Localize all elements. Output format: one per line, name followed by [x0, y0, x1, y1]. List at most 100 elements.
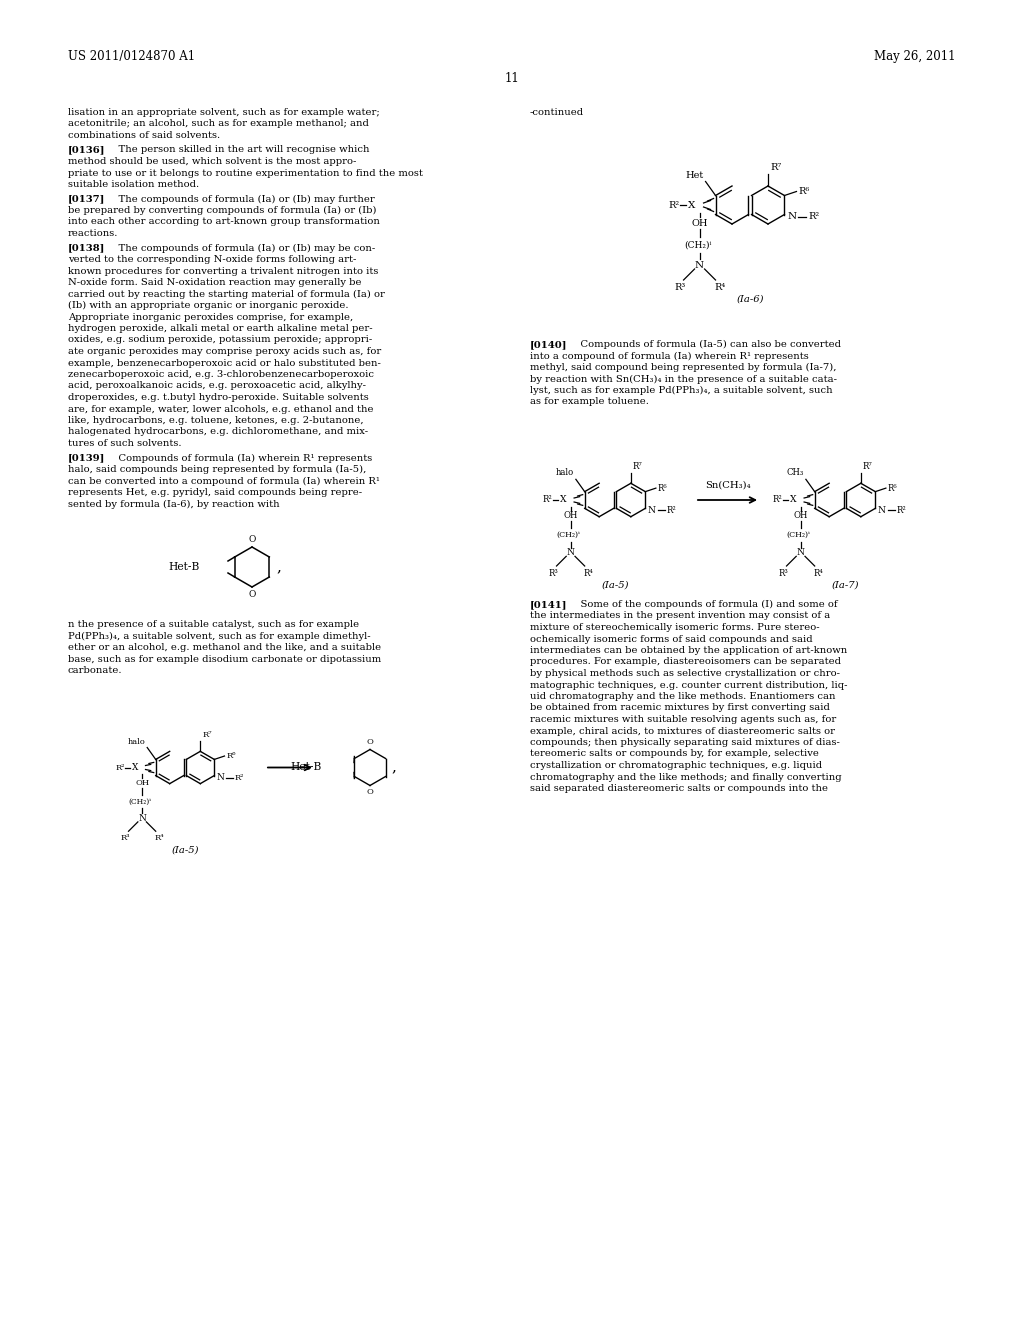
Text: Het-B: Het-B	[291, 763, 322, 772]
Text: The compounds of formula (Ia) or (Ib) may further: The compounds of formula (Ia) or (Ib) ma…	[106, 194, 375, 203]
Text: [0141]: [0141]	[530, 601, 567, 609]
Text: acetonitrile; an alcohol, such as for example methanol; and: acetonitrile; an alcohol, such as for ex…	[68, 120, 369, 128]
Text: example, benzenecarboperoxoic acid or halo substituted ben-: example, benzenecarboperoxoic acid or ha…	[68, 359, 381, 367]
Text: [0138]: [0138]	[68, 243, 105, 252]
Text: R²: R²	[116, 763, 125, 771]
Text: The compounds of formula (Ia) or (Ib) may be con-: The compounds of formula (Ia) or (Ib) ma…	[106, 243, 375, 252]
Text: procedures. For example, diastereoisomers can be separated: procedures. For example, diastereoisomer…	[530, 657, 841, 667]
Text: X: X	[132, 763, 138, 772]
Text: N: N	[566, 548, 574, 557]
Text: R⁴: R⁴	[714, 282, 725, 292]
Text: zenecarboperoxoic acid, e.g. 3-chlorobenzenecarboperoxoic: zenecarboperoxoic acid, e.g. 3-chloroben…	[68, 370, 374, 379]
Text: acid, peroxoalkanoic acids, e.g. peroxoacetic acid, alkylhy-: acid, peroxoalkanoic acids, e.g. peroxoa…	[68, 381, 366, 391]
Text: uid chromatography and the like methods. Enantiomers can: uid chromatography and the like methods.…	[530, 692, 836, 701]
Text: carbonate.: carbonate.	[68, 667, 123, 675]
Text: said separated diastereomeric salts or compounds into the: said separated diastereomeric salts or c…	[530, 784, 828, 793]
Text: (CH₂)ⁱ: (CH₂)ⁱ	[129, 797, 152, 805]
Text: Some of the compounds of formula (I) and some of: Some of the compounds of formula (I) and…	[568, 601, 838, 609]
Text: represents Het, e.g. pyridyl, said compounds being repre-: represents Het, e.g. pyridyl, said compo…	[68, 488, 362, 498]
Text: compounds; then physically separating said mixtures of dias-: compounds; then physically separating sa…	[530, 738, 840, 747]
Text: OH: OH	[135, 779, 150, 787]
Text: R⁷: R⁷	[203, 731, 212, 739]
Text: crystallization or chromatographic techniques, e.g. liquid: crystallization or chromatographic techn…	[530, 762, 822, 770]
Text: method should be used, which solvent is the most appro-: method should be used, which solvent is …	[68, 157, 356, 166]
Text: Het: Het	[685, 170, 703, 180]
Text: OH: OH	[691, 219, 708, 227]
Text: priate to use or it belongs to routine experimentation to find the most: priate to use or it belongs to routine e…	[68, 169, 423, 177]
Text: (Ia-6): (Ia-6)	[736, 294, 764, 304]
Text: Sn(CH₃)₄: Sn(CH₃)₄	[705, 480, 751, 490]
Text: [0140]: [0140]	[530, 341, 567, 348]
Text: R²: R²	[809, 213, 819, 220]
Text: R³: R³	[121, 834, 130, 842]
Text: base, such as for example disodium carbonate or dipotassium: base, such as for example disodium carbo…	[68, 655, 381, 664]
Text: R²: R²	[667, 506, 676, 515]
Text: R²: R²	[543, 495, 553, 504]
Text: N: N	[217, 774, 224, 781]
Text: into each other according to art-known group transformation: into each other according to art-known g…	[68, 218, 380, 227]
Text: combinations of said solvents.: combinations of said solvents.	[68, 131, 220, 140]
Text: racemic mixtures with suitable resolving agents such as, for: racemic mixtures with suitable resolving…	[530, 715, 837, 723]
Text: can be converted into a compound of formula (Ia) wherein R¹: can be converted into a compound of form…	[68, 477, 380, 486]
Text: reactions.: reactions.	[68, 228, 119, 238]
Text: R⁷: R⁷	[770, 162, 781, 172]
Text: halo, said compounds being represented by formula (Ia-5),: halo, said compounds being represented b…	[68, 465, 367, 474]
Text: halogenated hydrocarbons, e.g. dichloromethane, and mix-: halogenated hydrocarbons, e.g. dichlorom…	[68, 428, 368, 437]
Text: R³: R³	[548, 569, 558, 578]
Text: N-oxide form. Said N-oxidation reaction may generally be: N-oxide form. Said N-oxidation reaction …	[68, 279, 361, 286]
Text: example, chiral acids, to mixtures of diastereomeric salts or: example, chiral acids, to mixtures of di…	[530, 726, 835, 735]
Text: ochemically isomeric forms of said compounds and said: ochemically isomeric forms of said compo…	[530, 635, 813, 644]
Text: (Ia-5): (Ia-5)	[601, 581, 629, 589]
Text: Pd(PPh₃)₄, a suitable solvent, such as for example dimethyl-: Pd(PPh₃)₄, a suitable solvent, such as f…	[68, 631, 371, 640]
Text: O: O	[248, 590, 256, 599]
Text: halo: halo	[127, 738, 145, 746]
Text: R⁷: R⁷	[863, 462, 872, 471]
Text: be prepared by converting compounds of formula (Ia) or (Ib): be prepared by converting compounds of f…	[68, 206, 377, 215]
Text: halo: halo	[556, 469, 573, 478]
Text: R⁶: R⁶	[226, 752, 236, 760]
Text: R²: R²	[234, 774, 244, 781]
Text: hydrogen peroxide, alkali metal or earth alkaline metal per-: hydrogen peroxide, alkali metal or earth…	[68, 323, 373, 333]
Text: X: X	[791, 495, 797, 504]
Text: n the presence of a suitable catalyst, such as for example: n the presence of a suitable catalyst, s…	[68, 620, 359, 630]
Text: [0137]: [0137]	[68, 194, 105, 203]
Text: R⁴: R⁴	[813, 569, 823, 578]
Text: be obtained from racemic mixtures by first converting said: be obtained from racemic mixtures by fir…	[530, 704, 829, 713]
Text: mixture of stereochemically isomeric forms. Pure stereo-: mixture of stereochemically isomeric for…	[530, 623, 819, 632]
Text: suitable isolation method.: suitable isolation method.	[68, 180, 199, 189]
Text: -continued: -continued	[530, 108, 584, 117]
Text: (Ib) with an appropriate organic or inorganic peroxide.: (Ib) with an appropriate organic or inor…	[68, 301, 348, 310]
Text: ether or an alcohol, e.g. methanol and the like, and a suitable: ether or an alcohol, e.g. methanol and t…	[68, 643, 381, 652]
Text: by reaction with Sn(CH₃)₄ in the presence of a suitable cata-: by reaction with Sn(CH₃)₄ in the presenc…	[530, 375, 837, 384]
Text: O: O	[248, 535, 256, 544]
Text: N: N	[648, 506, 656, 515]
Text: are, for example, water, lower alcohols, e.g. ethanol and the: are, for example, water, lower alcohols,…	[68, 404, 374, 413]
Text: tereomeric salts or compounds by, for example, selective: tereomeric salts or compounds by, for ex…	[530, 750, 819, 759]
Text: N: N	[695, 260, 705, 269]
Text: X: X	[688, 201, 695, 210]
Text: N: N	[878, 506, 886, 515]
Text: N: N	[797, 548, 805, 557]
Text: R⁶: R⁶	[799, 187, 810, 195]
Text: X: X	[560, 495, 567, 504]
Text: like, hydrocarbons, e.g. toluene, ketones, e.g. 2-butanone,: like, hydrocarbons, e.g. toluene, ketone…	[68, 416, 364, 425]
Text: verted to the corresponding N-oxide forms following art-: verted to the corresponding N-oxide form…	[68, 255, 356, 264]
Text: R²: R²	[773, 495, 782, 504]
Text: R³: R³	[778, 569, 787, 578]
Text: N: N	[138, 814, 146, 822]
Text: OH: OH	[794, 511, 808, 520]
Text: 11: 11	[505, 73, 519, 84]
Text: N: N	[787, 213, 797, 220]
Text: (Ia-7): (Ia-7)	[831, 581, 859, 589]
Text: tures of such solvents.: tures of such solvents.	[68, 440, 181, 447]
Text: The person skilled in the art will recognise which: The person skilled in the art will recog…	[106, 145, 370, 154]
Text: known procedures for converting a trivalent nitrogen into its: known procedures for converting a trival…	[68, 267, 379, 276]
Text: the intermediates in the present invention may consist of a: the intermediates in the present inventi…	[530, 611, 830, 620]
Text: methyl, said compound being represented by formula (Ia-7),: methyl, said compound being represented …	[530, 363, 837, 372]
Text: [0136]: [0136]	[68, 145, 105, 154]
Text: as for example toluene.: as for example toluene.	[530, 397, 649, 407]
Text: lisation in an appropriate solvent, such as for example water;: lisation in an appropriate solvent, such…	[68, 108, 380, 117]
Text: (CH₂)ⁱ: (CH₂)ⁱ	[684, 240, 712, 249]
Text: ate organic peroxides may comprise peroxy acids such as, for: ate organic peroxides may comprise perox…	[68, 347, 381, 356]
Text: oxides, e.g. sodium peroxide, potassium peroxide; appropri-: oxides, e.g. sodium peroxide, potassium …	[68, 335, 373, 345]
